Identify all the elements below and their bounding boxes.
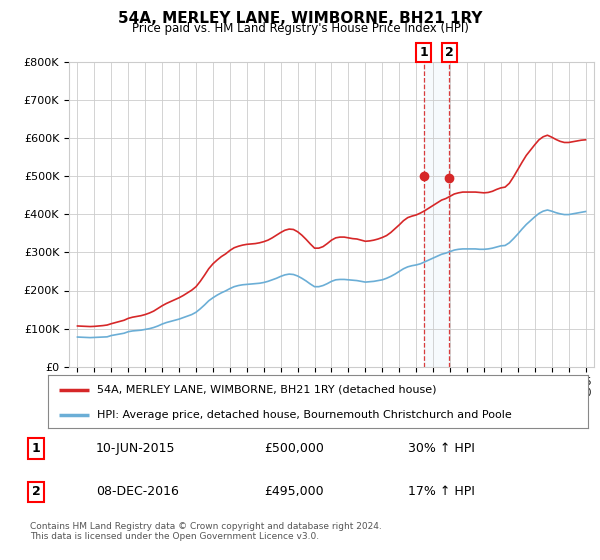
Text: 17% ↑ HPI: 17% ↑ HPI [408, 486, 475, 498]
Text: 30% ↑ HPI: 30% ↑ HPI [408, 442, 475, 455]
Text: 2: 2 [445, 46, 454, 59]
Bar [424, 62, 449, 367]
Text: £500,000: £500,000 [264, 442, 324, 455]
Text: 10-JUN-2015: 10-JUN-2015 [96, 442, 176, 455]
Text: £495,000: £495,000 [264, 486, 323, 498]
Text: 1: 1 [32, 442, 40, 455]
Text: HPI: Average price, detached house, Bournemouth Christchurch and Poole: HPI: Average price, detached house, Bour… [97, 410, 511, 420]
Text: 1: 1 [419, 46, 428, 59]
Text: 54A, MERLEY LANE, WIMBORNE, BH21 1RY (detached house): 54A, MERLEY LANE, WIMBORNE, BH21 1RY (de… [97, 385, 436, 395]
Text: Contains HM Land Registry data © Crown copyright and database right 2024.
This d: Contains HM Land Registry data © Crown c… [30, 522, 382, 542]
Text: 54A, MERLEY LANE, WIMBORNE, BH21 1RY: 54A, MERLEY LANE, WIMBORNE, BH21 1RY [118, 11, 482, 26]
Text: 08-DEC-2016: 08-DEC-2016 [96, 486, 179, 498]
Text: 2: 2 [32, 486, 40, 498]
Text: Price paid vs. HM Land Registry's House Price Index (HPI): Price paid vs. HM Land Registry's House … [131, 22, 469, 35]
